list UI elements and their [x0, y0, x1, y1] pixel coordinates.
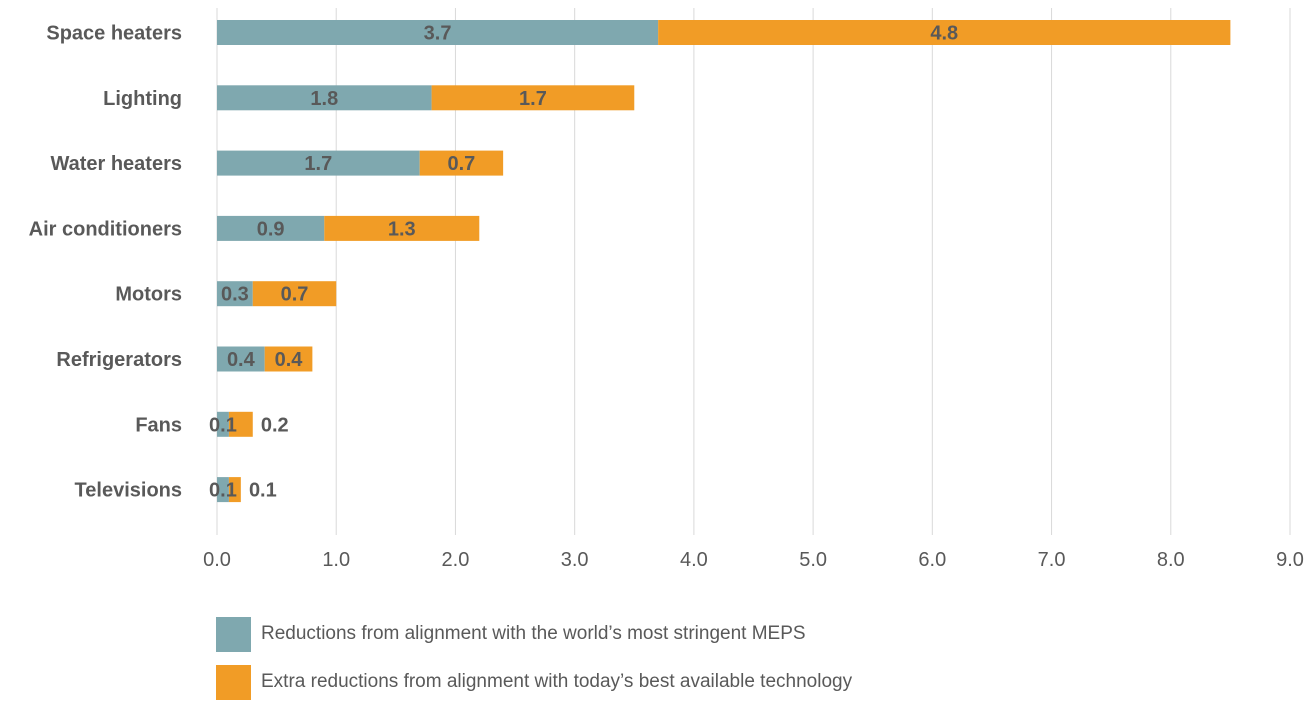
bar-meps: [217, 85, 432, 111]
x-tick-label: 0.0: [203, 549, 231, 571]
category-label: Refrigerators: [56, 349, 182, 371]
category-label: Televisions: [75, 480, 182, 502]
x-tick-label: 2.0: [442, 549, 470, 571]
bar-meps: [217, 477, 229, 503]
bar-bat: [264, 346, 313, 372]
bar-bat: [658, 20, 1231, 45]
bar-meps: [217, 20, 659, 45]
x-axis-tick-labels: 0.0 1.0 2.0 3.0 4.0 5.0 6.0 7.0 8.0 9.0: [203, 549, 1304, 571]
legend-item-bat: Extra reductions from alignment with tod…: [216, 664, 852, 700]
data-label-bat: 0.7: [281, 284, 309, 306]
bar-meps: [217, 281, 253, 307]
legend-swatch-meps: [216, 616, 251, 652]
category-label: Motors: [115, 284, 182, 306]
bar-meps: [217, 215, 325, 241]
category-label: Air conditioners: [29, 218, 182, 240]
data-label-meps: 0.1: [209, 414, 237, 436]
bar-bat: [324, 215, 480, 241]
data-label-bat: 0.4: [275, 349, 304, 371]
data-label-bat: 0.1: [249, 480, 277, 502]
x-tick-label: 4.0: [680, 549, 708, 571]
data-label-meps: 0.3: [221, 284, 249, 306]
bar-bat: [228, 411, 253, 437]
data-label-meps: 0.1: [209, 480, 237, 502]
x-tick-label: 7.0: [1038, 549, 1066, 571]
x-tick-label: 3.0: [561, 549, 589, 571]
data-label-bat: 4.8: [930, 23, 958, 45]
bar-bat: [431, 85, 635, 111]
data-label-bat: 1.3: [388, 218, 416, 240]
category-label: Water heaters: [50, 153, 182, 175]
bar-bat: [419, 150, 504, 176]
data-label-meps: 0.4: [227, 349, 256, 371]
bars: 3.7 4.8 1.8 1.7 1.7 0.7 0.9 1.3 0.3 0.7 0.4 0.4 0.1 0…: [209, 20, 1231, 503]
bar-meps: [217, 411, 229, 437]
bar-bat: [252, 281, 337, 307]
legend-item-meps: Reductions from alignment with the world…: [216, 616, 852, 652]
legend-label-bat: Extra reductions from alignment with tod…: [261, 671, 853, 692]
bar-bat: [228, 477, 241, 503]
data-label-meps: 1.7: [304, 153, 332, 175]
x-tick-label: 1.0: [322, 549, 350, 571]
category-label: Space heaters: [46, 23, 182, 45]
stacked-bar-chart: 3.7 4.8 1.8 1.7 1.7 0.7 0.9 1.3 0.3 0.7 0.4 0.4 0.1 0…: [29, 8, 1304, 571]
data-label-bat: 0.7: [447, 153, 475, 175]
bar-meps: [217, 150, 420, 176]
x-tick-label: 8.0: [1157, 549, 1185, 571]
data-label-meps: 0.9: [257, 218, 285, 240]
bar-meps: [217, 346, 265, 372]
category-label: Lighting: [103, 88, 182, 110]
data-label-meps: 3.7: [424, 23, 452, 45]
category-label: Fans: [135, 414, 182, 436]
x-tick-label: 9.0: [1276, 549, 1304, 571]
data-label-bat: 1.7: [519, 88, 547, 110]
data-label-meps: 1.8: [310, 88, 338, 110]
x-tick-label: 5.0: [799, 549, 827, 571]
legend-label-meps: Reductions from alignment with the world…: [261, 623, 806, 644]
legend: Reductions from alignment with the world…: [216, 616, 852, 712]
legend-swatch-bat: [216, 664, 251, 700]
x-tick-label: 6.0: [918, 549, 946, 571]
category-labels: Space heaters Lighting Water heaters Air co…: [29, 23, 182, 502]
data-label-bat: 0.2: [261, 414, 289, 436]
